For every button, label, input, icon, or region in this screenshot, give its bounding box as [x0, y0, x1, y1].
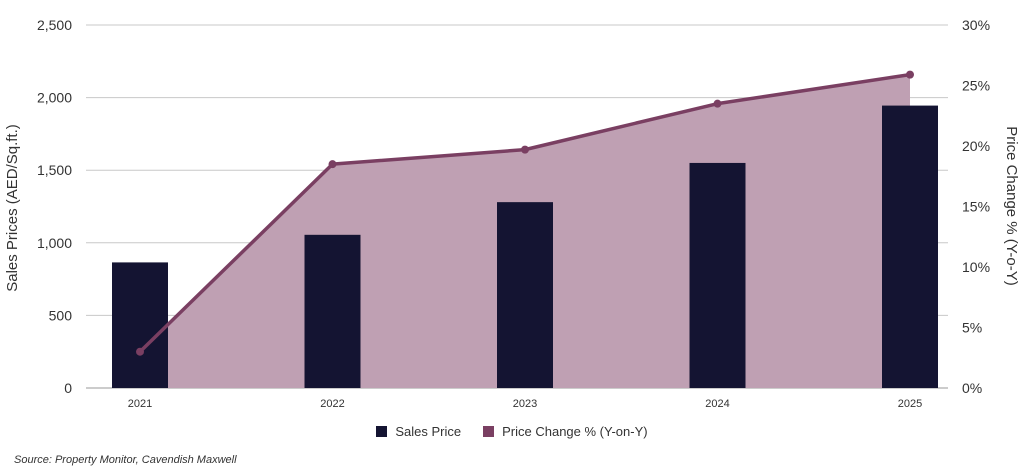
- x-axis-ticks: 2021 2022 2023 2024 2025: [128, 398, 922, 410]
- price-change-point-2025: [906, 70, 914, 79]
- bar-2022: [304, 234, 361, 388]
- y-tick-label: 0: [64, 380, 72, 396]
- legend-label-price-change: Price Change % (Y-on-Y): [502, 424, 648, 439]
- sales-price-bars: [112, 105, 938, 388]
- sales-price-swatch: [376, 426, 388, 437]
- price-change-point-2023: [521, 145, 529, 154]
- x-tick-label: 2021: [128, 398, 152, 410]
- bar-2025: [882, 105, 938, 388]
- price-change-point-2021: [136, 347, 144, 356]
- left-axis-ticks: 0 500 1,000 1,500 2,000 2,500: [37, 17, 72, 396]
- x-tick-label: 2024: [705, 398, 729, 410]
- legend-item-sales-price: Sales Price: [376, 424, 461, 439]
- price-change-line-layer: [136, 70, 914, 356]
- y-tick-label: 500: [49, 307, 73, 323]
- x-tick-label: 2025: [898, 398, 922, 410]
- chart-legend: Sales Price Price Change % (Y-on-Y): [0, 424, 1024, 439]
- legend-label-sales-price: Sales Price: [395, 424, 462, 439]
- bar-2024: [689, 162, 746, 388]
- price-change-point-2024: [713, 99, 722, 108]
- price-change-swatch: [483, 426, 495, 437]
- y-tick-label: 2,000: [37, 90, 72, 106]
- x-tick-label: 2022: [320, 398, 344, 410]
- y2-tick-label: 5%: [962, 320, 982, 336]
- source-note: Source: Property Monitor, Cavendish Maxw…: [14, 454, 237, 466]
- combo-chart: 0 500 1,000 1,500 2,000 2,500 0% 5% 10% 15% 20% 25…: [4, 17, 1020, 410]
- y2-tick-label: 15%: [962, 199, 990, 215]
- y2-tick-label: 20%: [962, 138, 990, 154]
- x-tick-label: 2023: [513, 398, 537, 410]
- y-tick-label: 1,500: [37, 162, 72, 178]
- y2-tick-label: 0%: [962, 380, 982, 396]
- right-axis-ticks: 0% 5% 10% 15% 20% 25% 30%: [962, 17, 990, 396]
- bar-2023: [497, 202, 553, 388]
- y-tick-label: 2,500: [37, 17, 72, 33]
- bar-2021: [112, 262, 168, 388]
- price-change-point-2022: [328, 160, 337, 169]
- right-axis-title: Price Change % (Y-o-Y): [1003, 126, 1020, 286]
- left-axis-title: Sales Prices (AED/Sq.ft.): [4, 124, 21, 292]
- y2-tick-label: 30%: [962, 17, 990, 33]
- y2-tick-label: 10%: [962, 259, 990, 275]
- y2-tick-label: 25%: [962, 78, 990, 94]
- y-tick-label: 1,000: [37, 235, 72, 251]
- legend-item-price-change: Price Change % (Y-on-Y): [483, 424, 648, 439]
